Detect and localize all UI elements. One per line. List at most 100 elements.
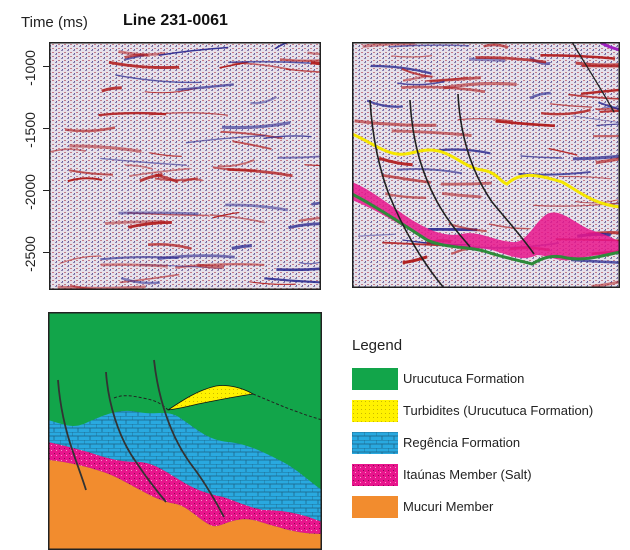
- itaunas-unit: [48, 442, 322, 534]
- seismic-reflector: [391, 54, 433, 58]
- seismic-reflector: [483, 43, 509, 49]
- fault-line: [153, 359, 225, 518]
- seismic-reflector: [67, 177, 103, 183]
- seismic-reflector: [209, 214, 266, 224]
- legend-label: Mucuri Member: [403, 499, 494, 514]
- seismic-reflector: [357, 233, 396, 237]
- legend-swatch: [352, 368, 398, 390]
- seismic-reflector: [127, 221, 172, 229]
- seismic-reflector: [540, 53, 616, 60]
- seismic-reflector: [49, 148, 86, 153]
- seismic-reflector: [177, 83, 234, 91]
- seismic-reflector: [593, 134, 620, 138]
- seismic-reflector: [401, 68, 433, 78]
- seismic-reflector: [108, 60, 180, 70]
- seismic-reflector: [124, 53, 149, 59]
- seismic-reflector: [529, 91, 551, 100]
- y-tick-mark: [43, 190, 49, 191]
- seismic-reflectors: [49, 42, 321, 290]
- seismic-reflector: [575, 61, 620, 67]
- seismic-reflector: [157, 254, 235, 261]
- seismic-reflector: [572, 154, 620, 161]
- seismic-reflector: [304, 164, 321, 167]
- seismic-reflector: [571, 258, 620, 264]
- seismic-reflector: [279, 58, 321, 63]
- seismic-reflector: [232, 140, 272, 150]
- figure-title: Line 231-0061: [123, 12, 228, 29]
- seismic-reflector: [381, 173, 431, 184]
- seismic-reflector: [572, 115, 620, 124]
- y-axis-label: Time (ms): [21, 14, 88, 31]
- seismic-reflector: [441, 192, 482, 199]
- seismic-reflector: [520, 155, 563, 159]
- seismic-reflector: [125, 164, 153, 170]
- seismic-reflector: [228, 60, 313, 65]
- legend-title: Legend: [352, 337, 403, 354]
- seismic-reflector: [591, 280, 620, 288]
- fault-line: [457, 93, 535, 255]
- geologic-cross-section: [48, 312, 322, 550]
- seismic-section-interpreted: [352, 42, 620, 288]
- seismic-reflector: [370, 64, 432, 75]
- seismic-reflector: [602, 106, 620, 109]
- seismic-reflector: [397, 168, 463, 175]
- seismic-reflector: [98, 111, 167, 117]
- seismic-reflector: [402, 255, 428, 265]
- seismic-reflector: [488, 223, 530, 230]
- seismic-reflector: [231, 244, 252, 250]
- seismic-reflector: [250, 95, 278, 105]
- seismic-reflector: [68, 169, 113, 176]
- seismic-reflector: [227, 168, 293, 178]
- seismic-reflector: [57, 285, 146, 290]
- seismic-reflector: [285, 68, 321, 73]
- seismic-reflector: [310, 61, 321, 66]
- seismic-reflector: [221, 121, 291, 130]
- legend-swatch: [352, 464, 398, 486]
- legend-label: Itaúnas Member (Salt): [403, 467, 532, 482]
- seismic-reflector: [100, 157, 188, 167]
- seismic-reflector: [158, 46, 229, 56]
- seismic-reflector: [457, 118, 513, 122]
- seismic-reflector: [69, 284, 138, 290]
- seismic-reflector: [119, 273, 180, 284]
- y-tick-label: -1000: [21, 50, 38, 86]
- seismic-reflector: [69, 144, 142, 154]
- y-tick-label: -1500: [21, 112, 38, 148]
- seismic-reflector: [595, 107, 620, 111]
- seismic-reflector: [277, 155, 321, 159]
- seismic-reflector: [388, 44, 470, 48]
- seismic-reflector: [59, 255, 101, 265]
- seismic-reflector: [495, 119, 555, 128]
- seismic-reflector: [362, 42, 415, 48]
- seismic-reflector: [568, 93, 620, 100]
- y-tick-label: -2500: [21, 236, 38, 272]
- seismic-reflector: [212, 212, 240, 219]
- seismic-reflector: [249, 281, 296, 285]
- seismic-reflector: [120, 276, 160, 285]
- fault-line: [409, 99, 471, 248]
- y-tick-mark: [43, 66, 49, 67]
- seismic-reflector: [129, 167, 190, 177]
- horizon-green: [352, 192, 620, 266]
- seismic-reflector: [225, 203, 289, 212]
- legend-swatch: [352, 496, 398, 518]
- seismic-reflector: [64, 126, 116, 133]
- fault-line: [105, 371, 167, 503]
- seismic-reflector: [401, 85, 486, 93]
- salt-body: [352, 182, 620, 261]
- fault-line: [571, 42, 615, 113]
- fault-line: [57, 379, 87, 491]
- regencia-unit: [48, 410, 322, 522]
- seismic-reflector: [264, 277, 321, 284]
- seismic-reflector: [307, 51, 321, 56]
- seismic-reflector: [581, 65, 620, 68]
- seismic-reflector: [115, 74, 202, 84]
- y-tick-mark: [43, 128, 49, 129]
- legend-swatch: [352, 432, 398, 454]
- seismic-reflector: [299, 261, 321, 265]
- seismic-reflector: [139, 172, 163, 183]
- seismic-reflector: [311, 201, 321, 206]
- seismic-reflector: [197, 263, 225, 269]
- seismic-reflector: [101, 86, 122, 93]
- seismic-reflector: [440, 181, 492, 186]
